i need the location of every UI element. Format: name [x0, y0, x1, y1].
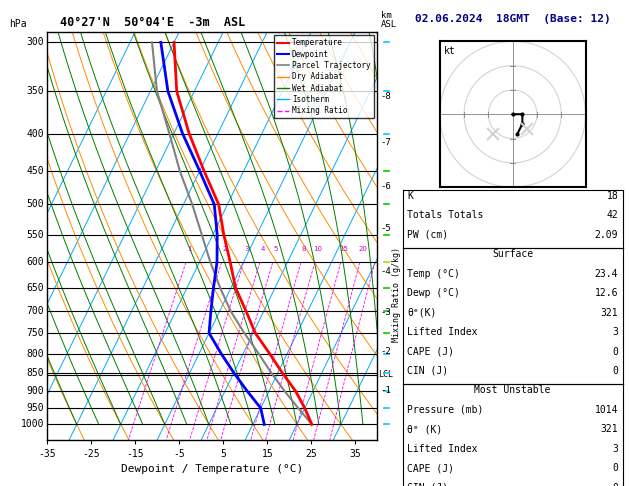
Text: 0: 0: [613, 483, 618, 486]
Text: 750: 750: [26, 328, 44, 338]
Text: 1014: 1014: [595, 405, 618, 415]
Text: -4: -4: [381, 267, 391, 276]
Text: Lifted Index: Lifted Index: [407, 444, 477, 454]
Text: θᵉ (K): θᵉ (K): [407, 424, 442, 434]
Text: 900: 900: [26, 386, 44, 396]
Text: 42: 42: [606, 210, 618, 221]
Text: -2: -2: [381, 347, 391, 356]
Text: 600: 600: [26, 257, 44, 267]
Legend: Temperature, Dewpoint, Parcel Trajectory, Dry Adiabat, Wet Adiabat, Isotherm, Mi: Temperature, Dewpoint, Parcel Trajectory…: [274, 35, 374, 118]
Text: Dewp (°C): Dewp (°C): [407, 288, 460, 298]
Text: 800: 800: [26, 348, 44, 359]
Text: CAPE (J): CAPE (J): [407, 463, 454, 473]
Text: Pressure (mb): Pressure (mb): [407, 405, 483, 415]
Text: 4: 4: [261, 245, 265, 252]
Text: 300: 300: [26, 37, 44, 47]
Text: Surface: Surface: [492, 249, 533, 260]
Text: 12.6: 12.6: [595, 288, 618, 298]
Text: Temp (°C): Temp (°C): [407, 269, 460, 279]
Text: 321: 321: [601, 424, 618, 434]
Text: -1: -1: [381, 386, 391, 395]
Text: 3: 3: [613, 444, 618, 454]
Text: 1000: 1000: [20, 419, 44, 429]
Text: LCL: LCL: [378, 370, 393, 379]
Text: 1: 1: [187, 245, 192, 252]
Text: 0: 0: [613, 463, 618, 473]
Text: 10: 10: [313, 245, 323, 252]
Text: 02.06.2024  18GMT  (Base: 12): 02.06.2024 18GMT (Base: 12): [415, 14, 611, 24]
Text: 550: 550: [26, 230, 44, 240]
Text: 20: 20: [359, 245, 367, 252]
Text: 700: 700: [26, 306, 44, 316]
Text: CAPE (J): CAPE (J): [407, 347, 454, 357]
Text: CIN (J): CIN (J): [407, 366, 448, 376]
Text: PW (cm): PW (cm): [407, 230, 448, 240]
Text: kt: kt: [444, 46, 456, 56]
Text: 850: 850: [26, 368, 44, 378]
Text: -8: -8: [381, 92, 391, 101]
Text: 950: 950: [26, 403, 44, 413]
Text: Totals Totals: Totals Totals: [407, 210, 483, 221]
Text: 23.4: 23.4: [595, 269, 618, 279]
Text: 2.09: 2.09: [595, 230, 618, 240]
Text: -6: -6: [381, 182, 391, 191]
Text: CIN (J): CIN (J): [407, 483, 448, 486]
Text: 3: 3: [245, 245, 249, 252]
Text: Lifted Index: Lifted Index: [407, 327, 477, 337]
Text: hPa: hPa: [9, 19, 27, 29]
Text: 0: 0: [613, 366, 618, 376]
Text: 5: 5: [274, 245, 278, 252]
Text: km
ASL: km ASL: [381, 11, 397, 29]
Text: 40°27'N  50°04'E  -3m  ASL: 40°27'N 50°04'E -3m ASL: [60, 16, 245, 29]
Text: 650: 650: [26, 283, 44, 293]
Text: 8: 8: [302, 245, 306, 252]
X-axis label: Dewpoint / Temperature (°C): Dewpoint / Temperature (°C): [121, 465, 303, 474]
Text: 350: 350: [26, 86, 44, 96]
Text: 15: 15: [340, 245, 348, 252]
Text: 2: 2: [223, 245, 227, 252]
Text: 18: 18: [606, 191, 618, 201]
Text: 400: 400: [26, 129, 44, 139]
Text: -7: -7: [381, 138, 391, 147]
Text: K: K: [407, 191, 413, 201]
Text: Mixing Ratio (g/kg): Mixing Ratio (g/kg): [392, 246, 401, 342]
Text: 321: 321: [601, 308, 618, 318]
Text: -5: -5: [381, 225, 391, 233]
Text: 450: 450: [26, 166, 44, 176]
Text: 3: 3: [613, 327, 618, 337]
Text: 0: 0: [613, 347, 618, 357]
Text: 500: 500: [26, 199, 44, 209]
Text: -3: -3: [381, 308, 391, 316]
Text: θᵉ(K): θᵉ(K): [407, 308, 437, 318]
Text: Most Unstable: Most Unstable: [474, 385, 551, 396]
